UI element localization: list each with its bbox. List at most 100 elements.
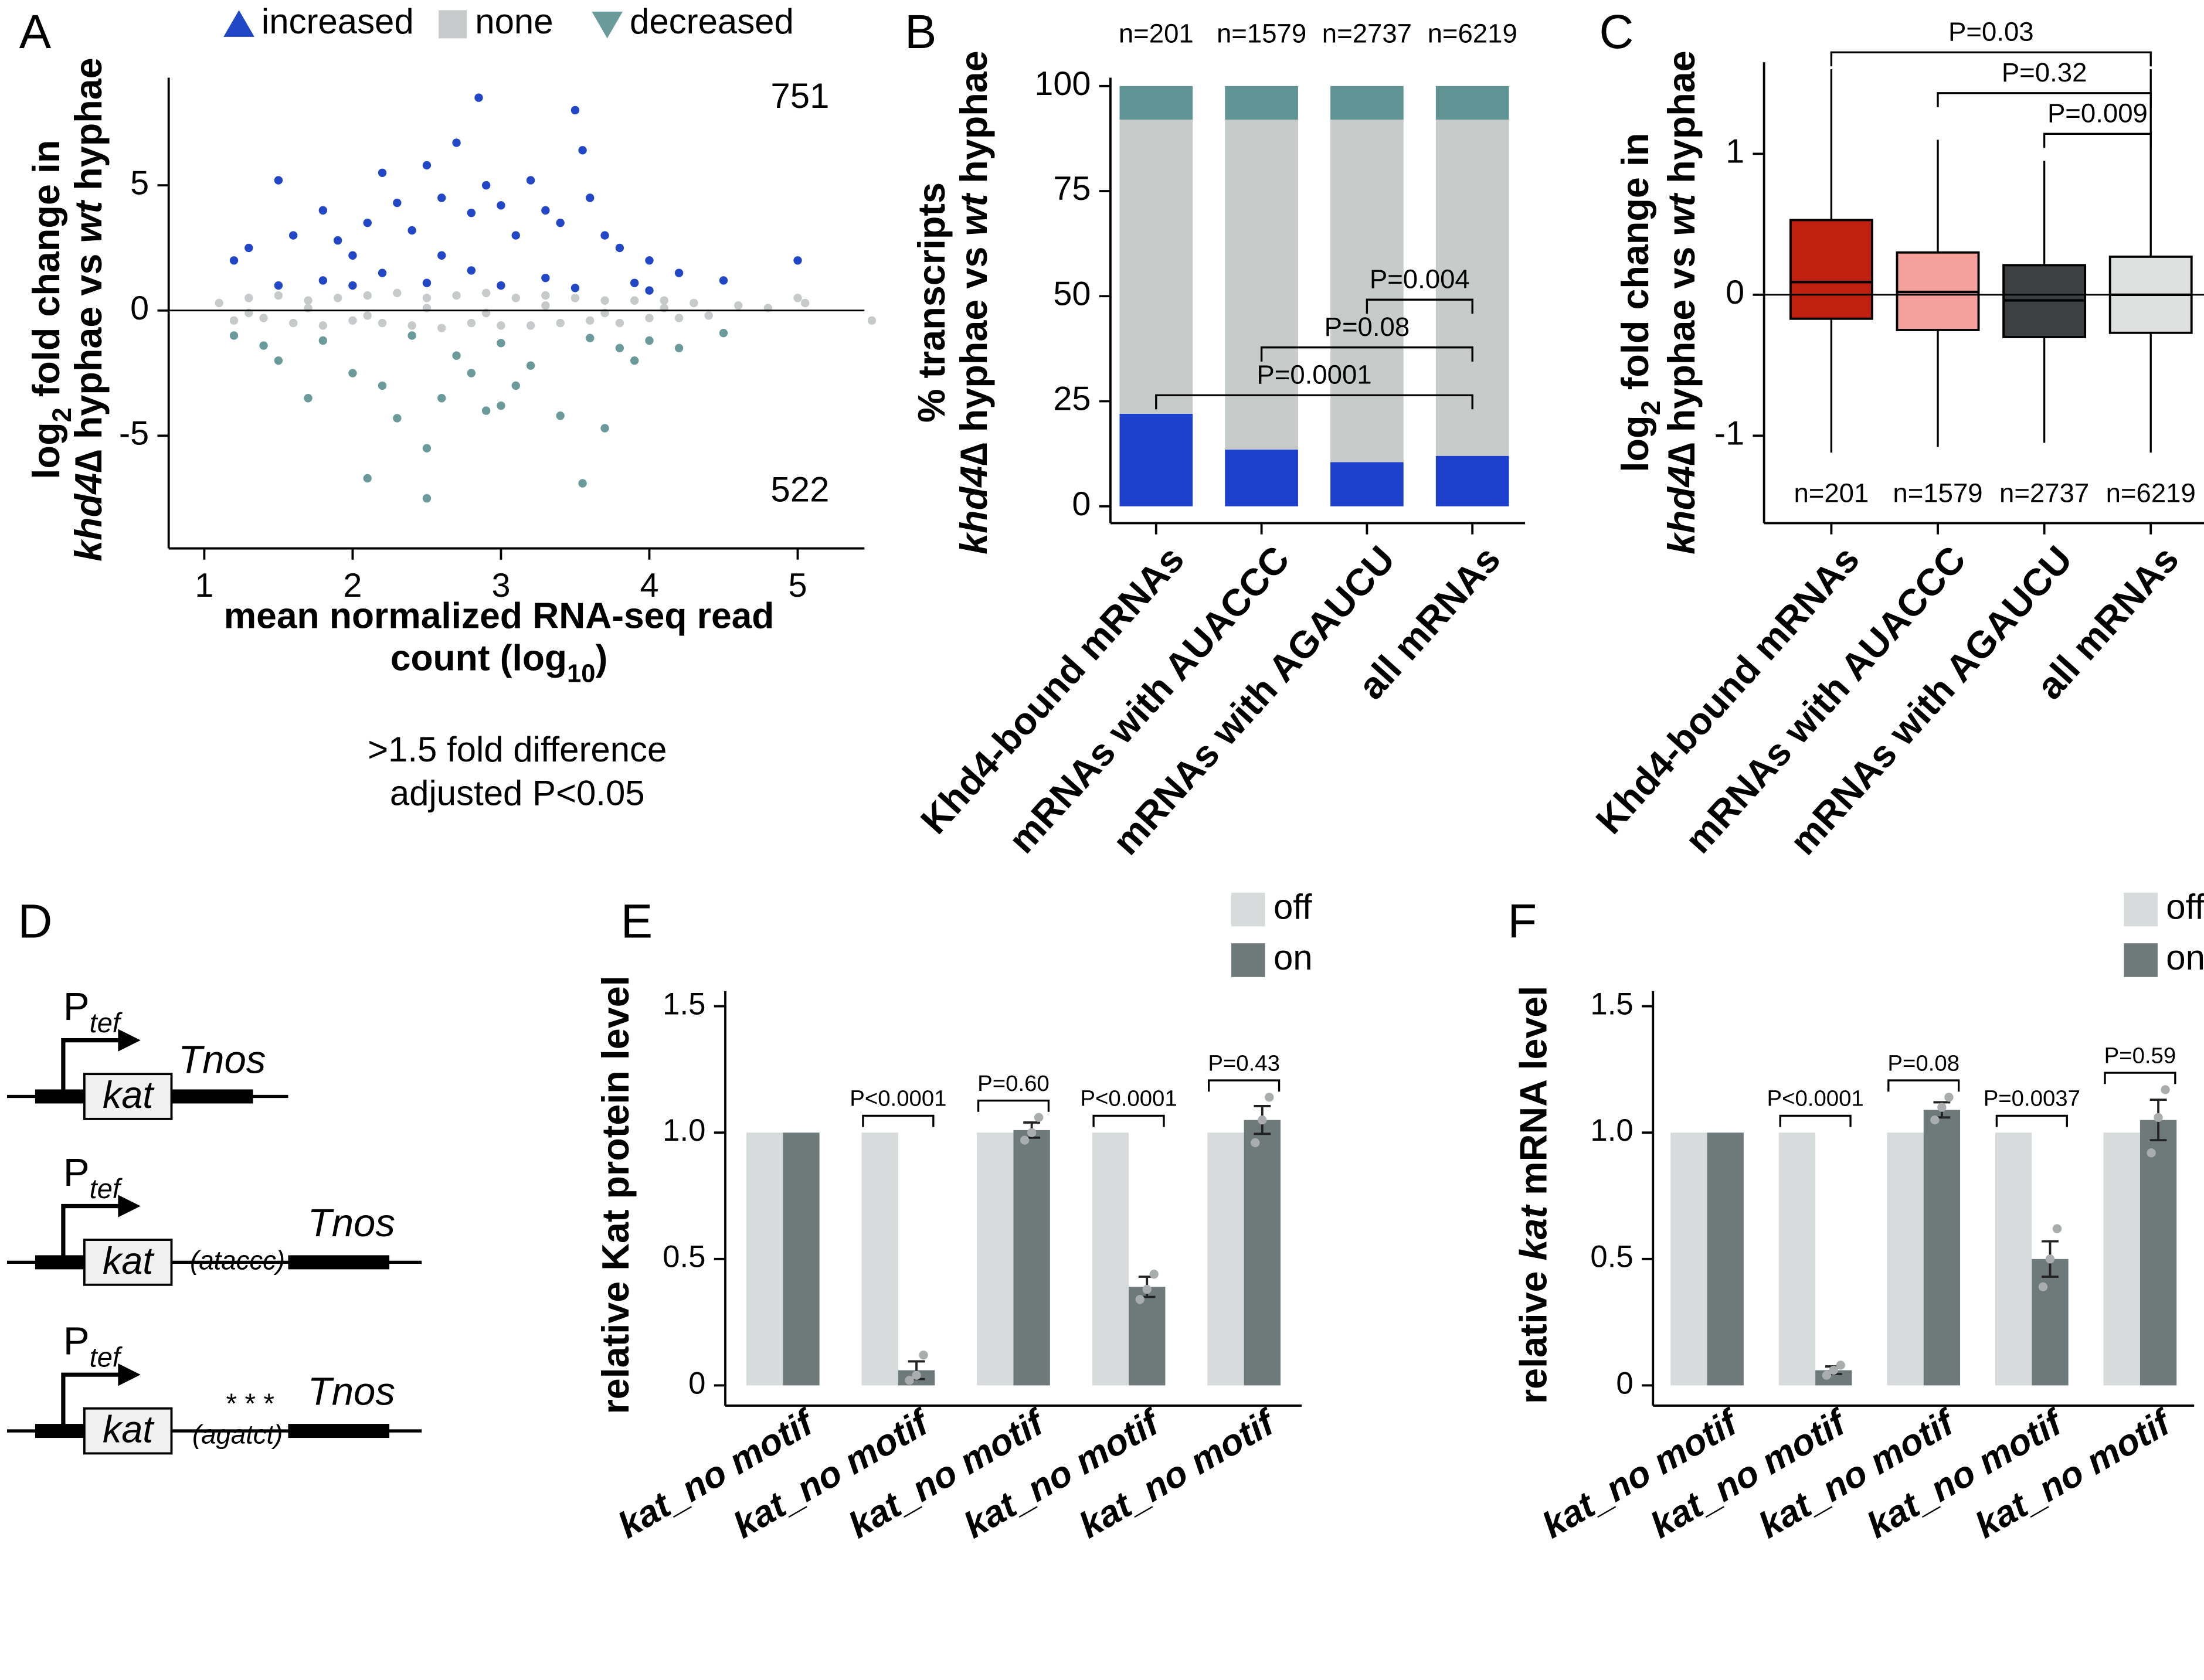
promoter-label: Ptef	[63, 1150, 123, 1203]
replicate-point	[1829, 1365, 1838, 1375]
legend-label: on	[2166, 938, 2204, 977]
n-label: n=201	[1794, 478, 1869, 508]
x-tick-label: 4	[640, 567, 658, 604]
replicate-point	[2154, 1113, 2163, 1122]
data-point	[274, 176, 283, 185]
terminator-block	[171, 1089, 253, 1104]
data-point	[526, 321, 535, 330]
significance-bracket	[1260, 346, 1473, 362]
y-tick-label: 0	[130, 290, 149, 327]
data-point	[481, 406, 491, 415]
data-point	[467, 318, 476, 328]
bar	[1013, 1130, 1050, 1386]
bar	[1995, 1133, 2032, 1386]
data-point	[378, 318, 387, 328]
replicate-point	[1930, 1115, 1940, 1125]
n-label: n=2737	[1999, 478, 2089, 508]
y-tick-label: 50	[1053, 275, 1091, 312]
data-point	[407, 331, 416, 340]
replicate-point	[1149, 1270, 1159, 1279]
data-point	[474, 93, 483, 102]
terminator-block	[288, 1255, 390, 1270]
replicate-point	[1027, 1128, 1037, 1137]
gene-label: kat	[103, 1073, 155, 1116]
legend-label: increased	[262, 2, 414, 41]
data-point	[348, 251, 357, 260]
terminator-block	[288, 1424, 390, 1438]
data-point	[274, 356, 283, 365]
bar-segment	[1225, 120, 1298, 450]
gene-box	[83, 1073, 173, 1120]
y-axis-label-part: khd4∆	[1660, 443, 1703, 555]
y-axis-label-part: log	[1614, 415, 1656, 472]
data-point	[363, 474, 372, 483]
significance-bracket	[977, 1099, 1050, 1112]
promoter-arrowhead	[118, 1029, 141, 1052]
legend-swatch	[1231, 892, 1265, 927]
y-axis-label-part: hyphae vs	[1660, 236, 1703, 443]
replicate-point	[2052, 1224, 2062, 1233]
replicate-point	[905, 1376, 914, 1385]
data-point	[600, 296, 609, 305]
bar-segment	[1119, 414, 1193, 506]
p-value-label: P<0.0001	[850, 1086, 946, 1111]
data-point	[259, 341, 268, 350]
legend-swatch	[2124, 892, 2158, 927]
bar-segment	[1435, 455, 1509, 506]
p-value-label: P=0.43	[1208, 1050, 1280, 1076]
y-axis-label-part: relative Kat protein level	[594, 975, 637, 1414]
y-axis-label-part: fold change in	[25, 140, 67, 408]
bar	[2140, 1120, 2177, 1386]
data-point	[215, 298, 223, 308]
data-point	[674, 344, 684, 353]
x-tick-label: 5	[788, 567, 807, 604]
data-point	[630, 356, 639, 365]
data-point	[541, 206, 550, 215]
n-label: n=201	[1119, 19, 1194, 49]
data-point	[497, 321, 505, 330]
data-point	[645, 336, 654, 345]
data-point	[481, 288, 491, 298]
data-point	[497, 339, 505, 348]
significance-bracket	[1366, 298, 1473, 314]
replicate-point	[1251, 1138, 1260, 1148]
data-point	[437, 193, 446, 202]
data-point	[556, 318, 565, 328]
promoter-label: Ptef	[63, 1319, 123, 1372]
bar	[1707, 1133, 1744, 1386]
data-point	[422, 494, 432, 503]
data-point	[407, 226, 416, 235]
data-point	[422, 294, 432, 302]
y-axis-label-part: fold change in	[1614, 133, 1656, 401]
legend-label: off	[1274, 887, 1312, 926]
note: adjusted P<0.05	[390, 773, 645, 812]
data-point	[600, 231, 609, 240]
bar	[746, 1133, 783, 1386]
bar-segment	[1225, 86, 1298, 120]
bar-segment	[1330, 120, 1404, 462]
data-point	[422, 161, 432, 170]
data-point	[363, 311, 372, 320]
bar-segment	[1330, 86, 1404, 120]
motif-label: (agatct)	[192, 1420, 283, 1450]
significance-bracket	[1937, 92, 2152, 107]
data-point	[600, 424, 609, 433]
y-axis-label: log2 fold change in	[25, 140, 77, 479]
data-point	[348, 316, 357, 325]
data-point	[630, 296, 639, 305]
bar-segment	[1119, 86, 1193, 120]
data-point	[244, 294, 253, 302]
data-point	[690, 298, 698, 308]
replicate-point	[1822, 1370, 1831, 1380]
x-tick-label: 3	[491, 567, 510, 604]
p-value-label: P=0.0037	[1984, 1086, 2080, 1111]
y-axis-label-part: hyphae vs	[67, 243, 110, 450]
data-point	[570, 106, 580, 115]
data-point	[645, 256, 654, 265]
y-tick-label: 0	[1616, 1366, 1633, 1400]
y-tick-label: 25	[1053, 380, 1091, 418]
y-axis-label-part: relative	[1512, 1260, 1554, 1404]
data-point	[318, 206, 328, 215]
y-axis-label-part: % transcripts	[910, 182, 953, 423]
